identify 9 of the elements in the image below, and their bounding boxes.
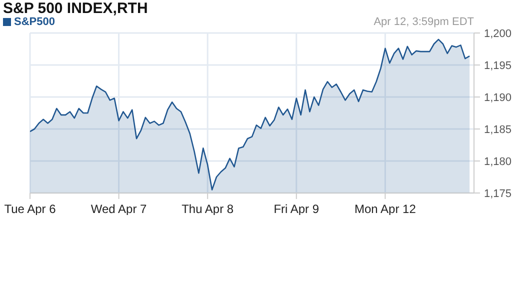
y-tick-label: 1,200: [484, 28, 512, 40]
y-tick-label: 1,185: [484, 124, 512, 136]
legend-label: S&P500: [13, 16, 55, 28]
y-tick-label: 1,190: [484, 92, 512, 104]
chart-title: S&P 500 INDEX,RTH: [3, 0, 148, 17]
y-tick-label: 1,180: [484, 156, 512, 168]
chart-subtitle: Apr 12, 3:59pm EDT: [374, 16, 474, 28]
y-tick-label: 1,175: [484, 188, 512, 200]
y-tick-label: 1,195: [484, 60, 512, 72]
